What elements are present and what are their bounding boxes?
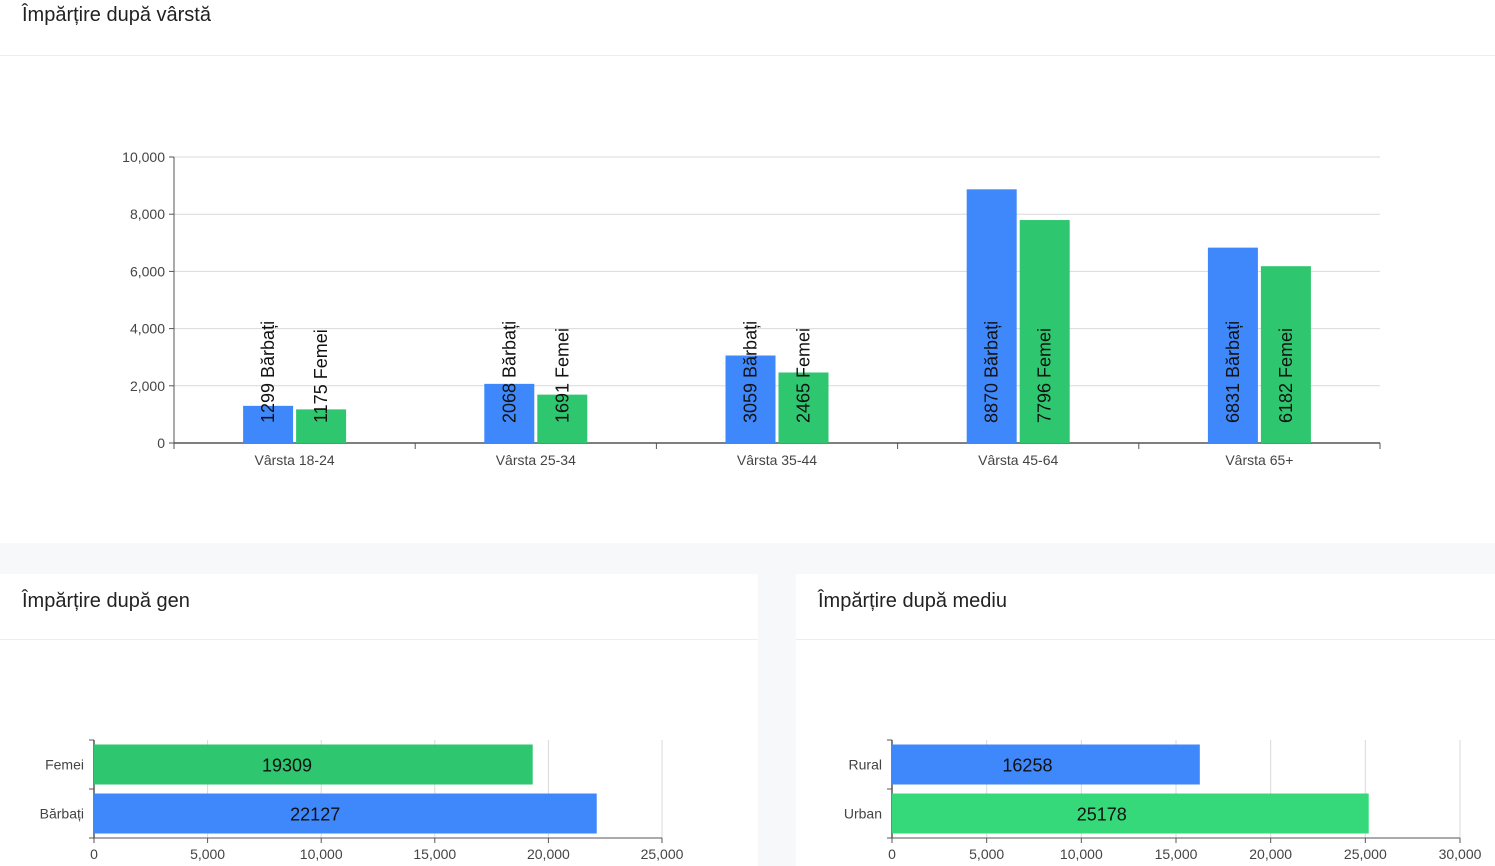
x-tick-label: 20,000 (1249, 846, 1292, 862)
age-chart-title: Împărțire după vârstă (0, 0, 1495, 56)
environment-bar-chart: 0 5,000 10,000 15,000 20,000 25,000 30,000 Rura… (844, 739, 1482, 862)
y-tick-label: 10,000 (122, 149, 165, 165)
x-category-label: Vârsta 25-34 (496, 452, 576, 468)
bar-bărbați (725, 355, 776, 443)
bar-bărbați (484, 383, 535, 443)
bar-bărbați (1207, 247, 1258, 443)
x-tick-label: 25,000 (1344, 846, 1387, 862)
bar-femei (94, 744, 533, 785)
y-tick-label: 4,000 (130, 321, 165, 337)
x-tick-label: 5,000 (969, 846, 1004, 862)
bar-urban (892, 793, 1369, 834)
x-tick-label: 15,000 (413, 846, 456, 862)
environment-chart-title: Împărțire după mediu (796, 574, 1495, 640)
bar-data-label: 2465 Femei (794, 328, 814, 423)
x-tick-label: 10,000 (1060, 846, 1103, 862)
bar-data-label: 19309 (262, 756, 312, 776)
bar-data-label: 2068 Bărbați (499, 321, 519, 423)
bar-femei (296, 409, 347, 443)
bar-data-label: 3059 Bărbați (741, 321, 761, 423)
bar-data-label: 7796 Femei (1035, 328, 1055, 423)
y-tick-label: 8,000 (130, 206, 165, 222)
x-category-label: Vârsta 45-64 (978, 452, 1058, 468)
bar-data-label: 16258 (1002, 756, 1052, 776)
x-tick-label: 0 (888, 846, 896, 862)
bar-data-label: 22127 (290, 805, 340, 825)
gender-chart-title: Împărțire după gen (0, 574, 758, 640)
gender-bar-chart: 0 5,000 10,000 15,000 20,000 25,000 Femei 19309… (40, 739, 684, 862)
bar-data-label: 1299 Bărbați (258, 321, 278, 423)
bar-bărbați (243, 405, 294, 443)
bar-rural (892, 744, 1200, 785)
bar-bărbați (966, 189, 1017, 443)
x-category-label: Vârsta 35-44 (737, 452, 817, 468)
y-tick-label: 0 (157, 435, 165, 451)
bar-bărbați (94, 793, 597, 834)
y-category-label: Urban (844, 806, 882, 822)
x-tick-label: 25,000 (641, 846, 684, 862)
bar-data-label: 1175 Femei (311, 329, 331, 423)
x-tick-label: 5,000 (190, 846, 225, 862)
y-tick-label: 6,000 (130, 263, 165, 279)
x-tick-label: 30,000 (1439, 846, 1482, 862)
age-bar-chart: 0 2,000 4,000 6,000 8,000 10,000 Vârsta 18-24 1… (122, 149, 1381, 468)
bar-femei (1260, 266, 1311, 443)
y-category-label: Bărbați (40, 806, 84, 822)
y-category-label: Femei (45, 757, 84, 773)
bar-data-label: 6831 Bărbați (1223, 321, 1243, 423)
bar-femei (537, 394, 588, 443)
x-category-label: Vârsta 18-24 (255, 452, 335, 468)
x-category-label: Vârsta 65+ (1225, 452, 1293, 468)
bar-femei (1019, 220, 1070, 443)
x-tick-label: 15,000 (1155, 846, 1198, 862)
bar-femei (778, 372, 829, 443)
bar-data-label: 1691 Femei (552, 328, 572, 423)
x-tick-label: 10,000 (300, 846, 343, 862)
x-tick-label: 0 (90, 846, 98, 862)
x-tick-label: 20,000 (527, 846, 570, 862)
bar-data-label: 6182 Femei (1276, 328, 1296, 423)
bar-data-label: 8870 Bărbați (982, 321, 1002, 423)
y-tick-label: 2,000 (130, 378, 165, 394)
bar-data-label: 25178 (1077, 805, 1127, 825)
y-category-label: Rural (849, 757, 882, 773)
